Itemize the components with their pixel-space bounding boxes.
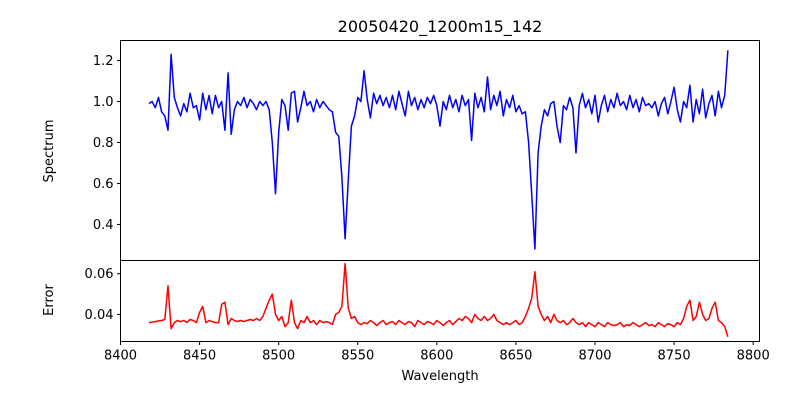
- spectrum-y-tick-label: 0.8: [93, 136, 114, 151]
- y-axis-label-spectrum: Spectrum: [42, 120, 57, 183]
- error-y-tick-label: 0.06: [85, 267, 114, 282]
- error-y-tick-label: 0.04: [85, 308, 114, 323]
- x-axis-label: Wavelength: [401, 369, 478, 384]
- error-x-tick-label: 8700: [578, 349, 611, 364]
- chart-title: 20050420_1200m15_142: [338, 17, 543, 37]
- error-x-tick-label: 8400: [104, 349, 137, 364]
- spectrum-series-line: [148, 50, 729, 250]
- error-series-line: [148, 262, 729, 338]
- error-x-tick-label: 8600: [420, 349, 453, 364]
- error-x-tick-label: 8750: [658, 349, 691, 364]
- spectrum-y-tick-label: 0.4: [93, 218, 114, 233]
- error-x-tick-label: 8650: [499, 349, 532, 364]
- spectrum-y-tick-label: 0.6: [93, 177, 114, 192]
- error-x-tick-label: 8800: [737, 349, 770, 364]
- y-axis-label-error: Error: [42, 284, 57, 316]
- spectrum-y-tick-label: 1.2: [93, 54, 114, 69]
- error-x-tick-label: 8450: [183, 349, 216, 364]
- error-x-tick-label: 8500: [262, 349, 295, 364]
- error-axes-frame: [120, 260, 760, 342]
- error-x-tick-label: 8550: [341, 349, 374, 364]
- spectrum-y-tick-label: 1.0: [93, 95, 114, 110]
